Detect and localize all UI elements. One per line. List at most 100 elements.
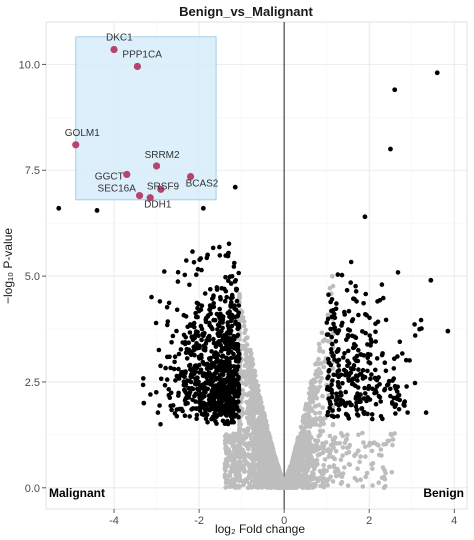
gene-point bbox=[315, 373, 321, 379]
gene-point bbox=[360, 484, 366, 489]
gene-point bbox=[190, 397, 195, 403]
gene-point bbox=[189, 334, 194, 340]
gene-point bbox=[393, 386, 399, 392]
gene-point bbox=[345, 432, 350, 438]
gene-point bbox=[187, 282, 192, 288]
gene-point bbox=[373, 401, 379, 407]
gene-point bbox=[223, 361, 229, 366]
gene-point bbox=[230, 438, 235, 444]
gene-point bbox=[373, 329, 378, 335]
gene-point bbox=[351, 363, 357, 368]
gene-point bbox=[358, 352, 364, 357]
gene-point bbox=[317, 410, 323, 416]
gene-point bbox=[229, 316, 234, 322]
gene-point bbox=[368, 337, 374, 342]
gene-point bbox=[225, 320, 230, 325]
gene-point bbox=[203, 319, 209, 325]
gene-point bbox=[333, 398, 339, 403]
gene-point bbox=[351, 366, 356, 372]
gene-point bbox=[250, 411, 256, 416]
gene-point bbox=[329, 334, 335, 340]
gene-point bbox=[249, 372, 255, 377]
gene-label: DDH1 bbox=[144, 200, 172, 211]
gene-point bbox=[210, 379, 215, 384]
gene-point bbox=[272, 473, 277, 479]
gene-point bbox=[217, 402, 223, 408]
gene-point bbox=[242, 374, 247, 380]
gene-point bbox=[361, 410, 366, 415]
gene-point bbox=[295, 478, 301, 484]
gene-point bbox=[363, 444, 368, 449]
gene-point bbox=[293, 465, 298, 471]
gene-label: GGCT bbox=[95, 171, 124, 182]
gene-point bbox=[365, 368, 370, 374]
gene-point bbox=[404, 384, 409, 389]
gene-point bbox=[228, 303, 233, 308]
gene-point bbox=[306, 431, 312, 436]
gene-point bbox=[346, 308, 352, 314]
gene-point bbox=[193, 406, 199, 411]
gene-point bbox=[340, 453, 345, 458]
gene-point bbox=[310, 408, 315, 414]
gene-point bbox=[245, 392, 250, 398]
gene-point bbox=[188, 322, 193, 327]
gene-point bbox=[327, 433, 333, 439]
gene-point bbox=[317, 384, 323, 390]
gene-point bbox=[308, 473, 314, 479]
gene-point bbox=[164, 377, 170, 382]
gene-point bbox=[223, 288, 229, 294]
gene-point bbox=[353, 289, 359, 294]
gene-point bbox=[310, 395, 316, 401]
gene-point bbox=[198, 369, 203, 375]
gene-point bbox=[213, 407, 219, 413]
gene-point bbox=[400, 351, 405, 356]
gene-point bbox=[378, 414, 384, 419]
gene-point bbox=[202, 362, 208, 367]
gene-point bbox=[423, 410, 429, 415]
gene-point bbox=[374, 442, 380, 447]
gene-point bbox=[235, 345, 240, 350]
gene-point bbox=[245, 426, 250, 432]
gene-point bbox=[305, 417, 310, 423]
gene-point bbox=[210, 383, 216, 389]
gene-point bbox=[369, 448, 375, 454]
gene-point bbox=[247, 443, 253, 448]
gene-point bbox=[358, 454, 363, 459]
gene-point bbox=[250, 381, 255, 386]
gene-point bbox=[247, 454, 252, 460]
gene-point bbox=[330, 366, 336, 371]
gene-point bbox=[363, 330, 368, 336]
gene-point bbox=[260, 422, 266, 428]
gene-point bbox=[211, 340, 217, 346]
gene-point bbox=[237, 435, 242, 441]
gene-point bbox=[320, 428, 326, 434]
gene-point bbox=[353, 283, 358, 289]
gene-point bbox=[228, 414, 234, 419]
gene-point bbox=[334, 372, 340, 378]
gene-point bbox=[252, 462, 257, 468]
gene-point bbox=[186, 340, 191, 346]
highlighted-gene-point bbox=[135, 192, 144, 200]
gene-point bbox=[173, 378, 178, 383]
gene-label: GOLM1 bbox=[65, 128, 100, 139]
x-tick-label: 4 bbox=[451, 515, 457, 527]
gene-point bbox=[343, 389, 349, 395]
gene-point bbox=[217, 244, 222, 250]
outlier-point bbox=[56, 205, 62, 211]
gene-point bbox=[383, 441, 389, 447]
gene-point bbox=[224, 367, 229, 372]
gene-point bbox=[394, 396, 400, 402]
gene-point bbox=[156, 347, 162, 353]
gene-point bbox=[339, 393, 344, 398]
highlighted-gene-point bbox=[72, 141, 80, 149]
x-tick-label: 2 bbox=[366, 515, 372, 527]
gene-point bbox=[367, 440, 373, 446]
outlier-point bbox=[445, 328, 451, 334]
gene-point bbox=[351, 341, 357, 347]
gene-point bbox=[153, 320, 159, 326]
y-axis-label: −log₁₀ P-value bbox=[1, 228, 15, 304]
gene-point bbox=[365, 355, 371, 361]
gene-point bbox=[208, 287, 213, 292]
gene-point bbox=[317, 475, 323, 481]
gene-point bbox=[348, 370, 354, 376]
